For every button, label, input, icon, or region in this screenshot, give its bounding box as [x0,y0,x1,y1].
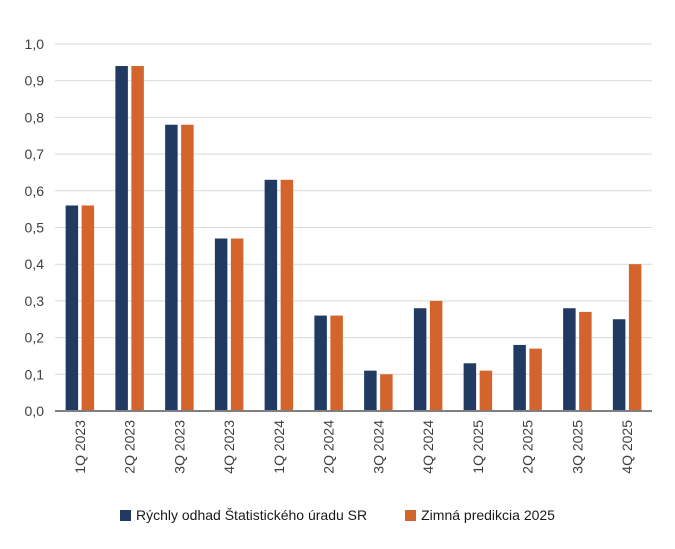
bar-winter-prediction [628,264,642,411]
y-axis-tick-label: 0,7 [25,146,45,162]
bar-winter-prediction [330,315,343,411]
bar-flash-estimate [165,124,178,412]
bar-winter-prediction [529,348,542,411]
y-axis-tick-label: 0,5 [25,220,45,236]
x-axis-category-label: 3Q 2025 [569,420,585,474]
legend-swatch-navy-icon [120,509,131,521]
x-axis-category-label: 4Q 2023 [221,420,237,474]
bar-winter-prediction [380,374,393,411]
bar-winter-prediction [230,238,244,411]
y-axis-tick-label: 0,6 [25,183,45,199]
bar-flash-estimate [264,179,278,411]
bar-winter-prediction [280,179,294,411]
bar-winter-prediction [81,205,95,411]
bar-flash-estimate [65,205,79,411]
bar-winter-prediction [429,300,443,411]
chart-legend: Rýchly odhad Štatistického úradu SR Zimn… [0,507,675,523]
bar-winter-prediction [479,370,493,411]
y-axis-tick-label: 1,0 [25,36,45,52]
legend-label-flash-estimate: Rýchly odhad Štatistického úradu SR [136,507,368,523]
legend-swatch-orange-icon [405,509,417,521]
bar-flash-estimate [214,238,228,411]
bar-flash-estimate [513,344,526,411]
y-axis-tick-label: 0,2 [25,330,45,346]
y-axis-tick-label: 0,9 [25,73,45,89]
x-axis-category-label: 4Q 2024 [420,420,436,474]
bar-winter-prediction [181,124,194,412]
bar-winter-prediction [579,311,592,411]
legend-label-winter-prediction: Zimná predikcia 2025 [421,507,555,523]
x-axis-category-label: 2Q 2024 [321,420,337,474]
bar-flash-estimate [364,370,377,411]
x-axis-category-label: 2Q 2023 [122,420,138,474]
x-axis-category-label: 1Q 2025 [470,420,486,474]
bar-flash-estimate [612,319,626,411]
y-axis-tick-label: 0,0 [25,403,45,419]
bar-chart: 0,0 0,1 0,2 0,3 0,4 0,5 0,6 0,7 0,8 0,9 1,0 1Q 2023… [25,36,652,474]
bar-flash-estimate [463,363,477,411]
legend-item-flash-estimate: Rýchly odhad Štatistického úradu SR [120,507,367,523]
bar-flash-estimate [314,315,327,411]
x-axis-category-label: 1Q 2024 [271,420,287,474]
x-axis-category-label: 3Q 2024 [370,420,386,474]
y-axis-tick-label: 0,4 [25,256,45,272]
y-axis-tick-label: 0,3 [25,293,45,309]
y-axis-tick-label: 0,1 [25,366,45,382]
x-axis-category-label: 4Q 2025 [619,420,635,474]
x-axis-category-label: 3Q 2023 [171,420,187,474]
bar-flash-estimate [563,308,576,411]
y-axis-tick-label: 0,8 [25,109,45,125]
x-axis-category-label: 2Q 2025 [520,420,536,474]
x-axis-category-label: 1Q 2023 [72,420,88,474]
bar-flash-estimate [413,308,427,411]
bar-flash-estimate [115,66,128,412]
bar-winter-prediction [131,66,144,412]
legend-item-winter-prediction: Zimná predikcia 2025 [405,507,555,523]
